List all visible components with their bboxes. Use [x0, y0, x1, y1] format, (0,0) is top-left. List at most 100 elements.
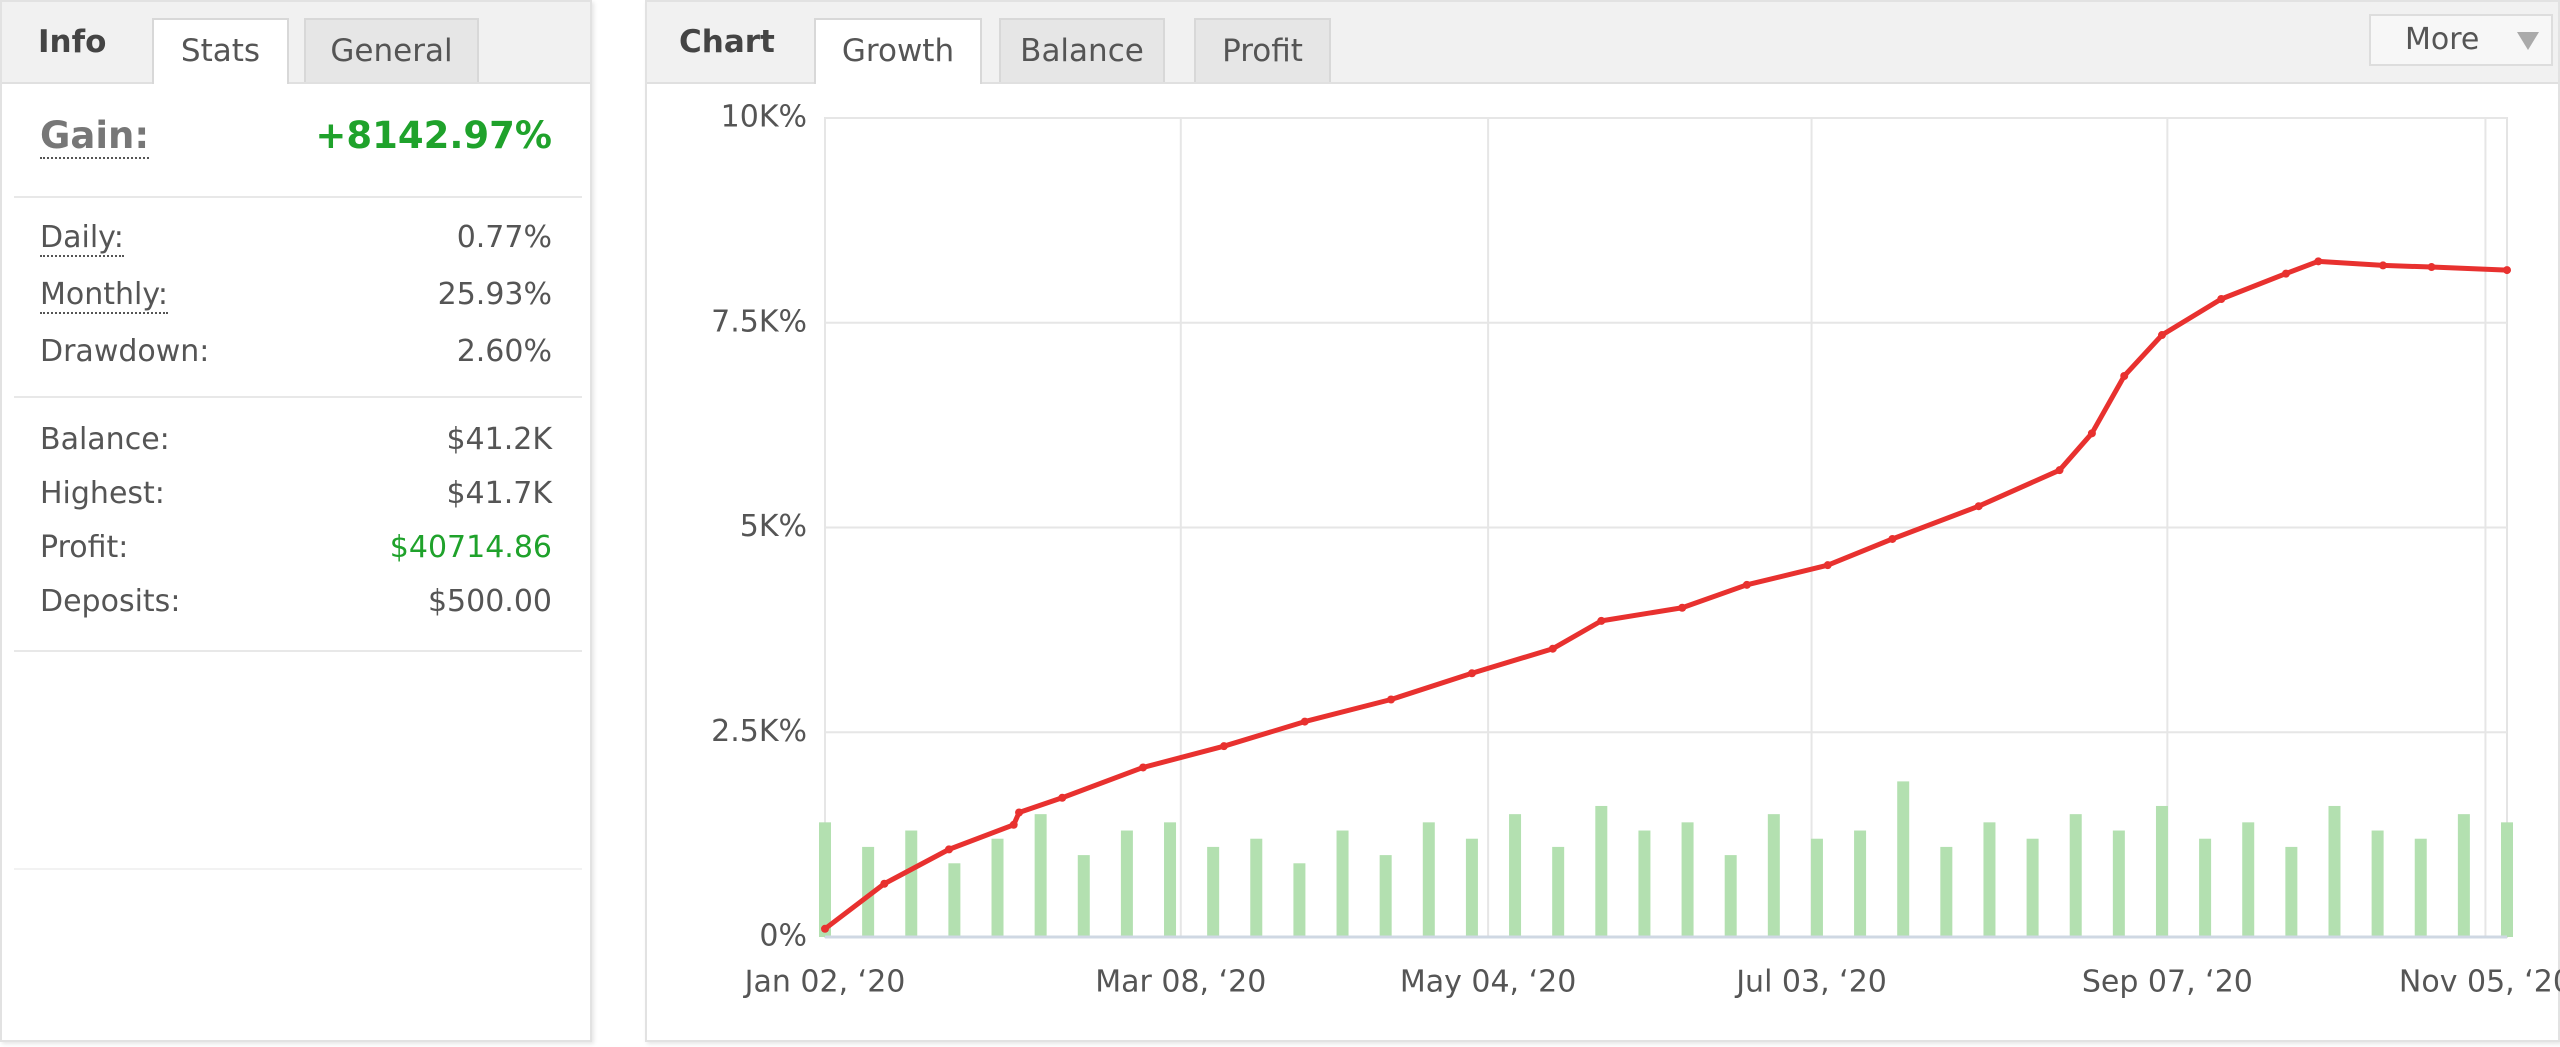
- y-tick-label: 7.5K%: [711, 304, 807, 339]
- bar: [1940, 846, 1953, 937]
- bar: [1595, 805, 1608, 937]
- separator: [14, 396, 582, 398]
- bar: [948, 863, 961, 937]
- x-tick-label: Jan 02, ‘20: [743, 965, 906, 1000]
- line-point: [1387, 695, 1396, 704]
- line-point: [1015, 808, 1024, 817]
- line-point: [1888, 534, 1897, 543]
- bar: [1681, 822, 1694, 937]
- stat-label: Daily:: [40, 220, 124, 257]
- balance-tab[interactable]: Balance: [999, 18, 1165, 82]
- bar: [1810, 838, 1823, 937]
- line-point: [1823, 561, 1832, 570]
- more-label: More: [2405, 22, 2480, 57]
- bar: [1250, 838, 1263, 937]
- x-tick-label: Jul 03, ‘20: [1734, 965, 1887, 1000]
- x-tick-label: Sep 07, ‘20: [2082, 965, 2253, 1000]
- more-button[interactable]: More: [2369, 14, 2553, 66]
- bar: [2155, 805, 2168, 937]
- line-point: [2379, 261, 2388, 270]
- line-point: [2281, 269, 2290, 278]
- bar: [991, 838, 1004, 937]
- bar: [1422, 822, 1435, 937]
- bar: [2328, 805, 2341, 937]
- x-tick-label: Mar 08, ‘20: [1095, 965, 1266, 1000]
- line-point: [2427, 263, 2436, 272]
- y-tick-label: 10K%: [721, 100, 807, 135]
- stat-value: $41.2K: [446, 422, 552, 457]
- gain-label: Gain:: [40, 114, 150, 159]
- stat-value: $500.00: [427, 584, 552, 619]
- bar: [819, 822, 831, 937]
- stat-label: Profit:: [40, 530, 129, 565]
- line-point: [2217, 294, 2226, 303]
- y-tick-label: 0%: [759, 919, 807, 954]
- bar: [1379, 855, 1392, 937]
- bar: [2242, 822, 2255, 937]
- line-point: [1597, 616, 1606, 625]
- stat-value: 2.60%: [456, 334, 552, 369]
- bar: [1509, 814, 1522, 937]
- bar: [1293, 863, 1306, 937]
- bar: [1983, 822, 1996, 937]
- stat-value: $41.7K: [446, 476, 552, 511]
- stat-label: Monthly:: [40, 277, 169, 314]
- line-point: [1300, 717, 1309, 726]
- line-point: [1548, 644, 1557, 653]
- bar: [1854, 830, 1867, 937]
- stat-label: Drawdown:: [40, 334, 210, 369]
- line-point: [1219, 742, 1228, 751]
- bar: [1638, 830, 1651, 937]
- y-tick-label: 2.5K%: [711, 714, 807, 749]
- bar: [1767, 814, 1780, 937]
- line-point: [2120, 371, 2129, 380]
- line-point: [2055, 466, 2064, 475]
- line-point: [880, 879, 889, 888]
- stat-value: 0.77%: [456, 220, 552, 255]
- bar: [1077, 855, 1090, 937]
- general-tab[interactable]: General: [304, 18, 479, 82]
- bar: [1897, 781, 1910, 937]
- growth-line: [823, 258, 2508, 931]
- separator: [14, 868, 582, 870]
- line-point: [821, 924, 829, 933]
- growth-tab[interactable]: Growth: [814, 18, 982, 84]
- bar: [2199, 838, 2212, 937]
- line-point: [1467, 669, 1476, 678]
- tab-bar: Info Stats General: [2, 2, 590, 84]
- line-point: [1678, 603, 1687, 612]
- separator: [14, 196, 582, 198]
- bar: [1336, 830, 1349, 937]
- line-point: [944, 845, 953, 854]
- bar: [2457, 814, 2470, 937]
- line-point: [1742, 580, 1751, 589]
- bar: [1164, 822, 1177, 937]
- stat-value: 25.93%: [437, 277, 552, 312]
- tab-bar: Chart Growth Balance Profit More: [647, 2, 2558, 84]
- profit-tab[interactable]: Profit: [1194, 18, 1331, 82]
- separator: [14, 650, 582, 652]
- bar: [1120, 830, 1133, 937]
- x-tick-label: Nov 05, ‘20: [2399, 965, 2560, 1000]
- chart-heading: Chart: [679, 24, 775, 60]
- gain-value: +8142.97%: [315, 114, 552, 157]
- line-point: [2087, 429, 2096, 438]
- line-point: [2503, 266, 2511, 275]
- line-point: [2157, 331, 2166, 340]
- bar: [2112, 830, 2125, 937]
- stat-value: $40714.86: [389, 530, 552, 565]
- line-point: [1058, 793, 1067, 802]
- stat-label: Balance:: [40, 422, 170, 457]
- y-tick-label: 5K%: [740, 509, 807, 544]
- bar: [1207, 846, 1220, 937]
- info-heading: Info: [38, 24, 107, 60]
- info-panel: Info Stats General Gain: +8142.97% Daily…: [0, 0, 592, 1042]
- bar: [1034, 814, 1047, 937]
- bar: [1552, 846, 1565, 937]
- bar: [2069, 814, 2082, 937]
- stats-tab[interactable]: Stats: [152, 18, 289, 84]
- line-point: [2314, 257, 2323, 266]
- line-point: [1009, 820, 1018, 829]
- bar: [1465, 838, 1478, 937]
